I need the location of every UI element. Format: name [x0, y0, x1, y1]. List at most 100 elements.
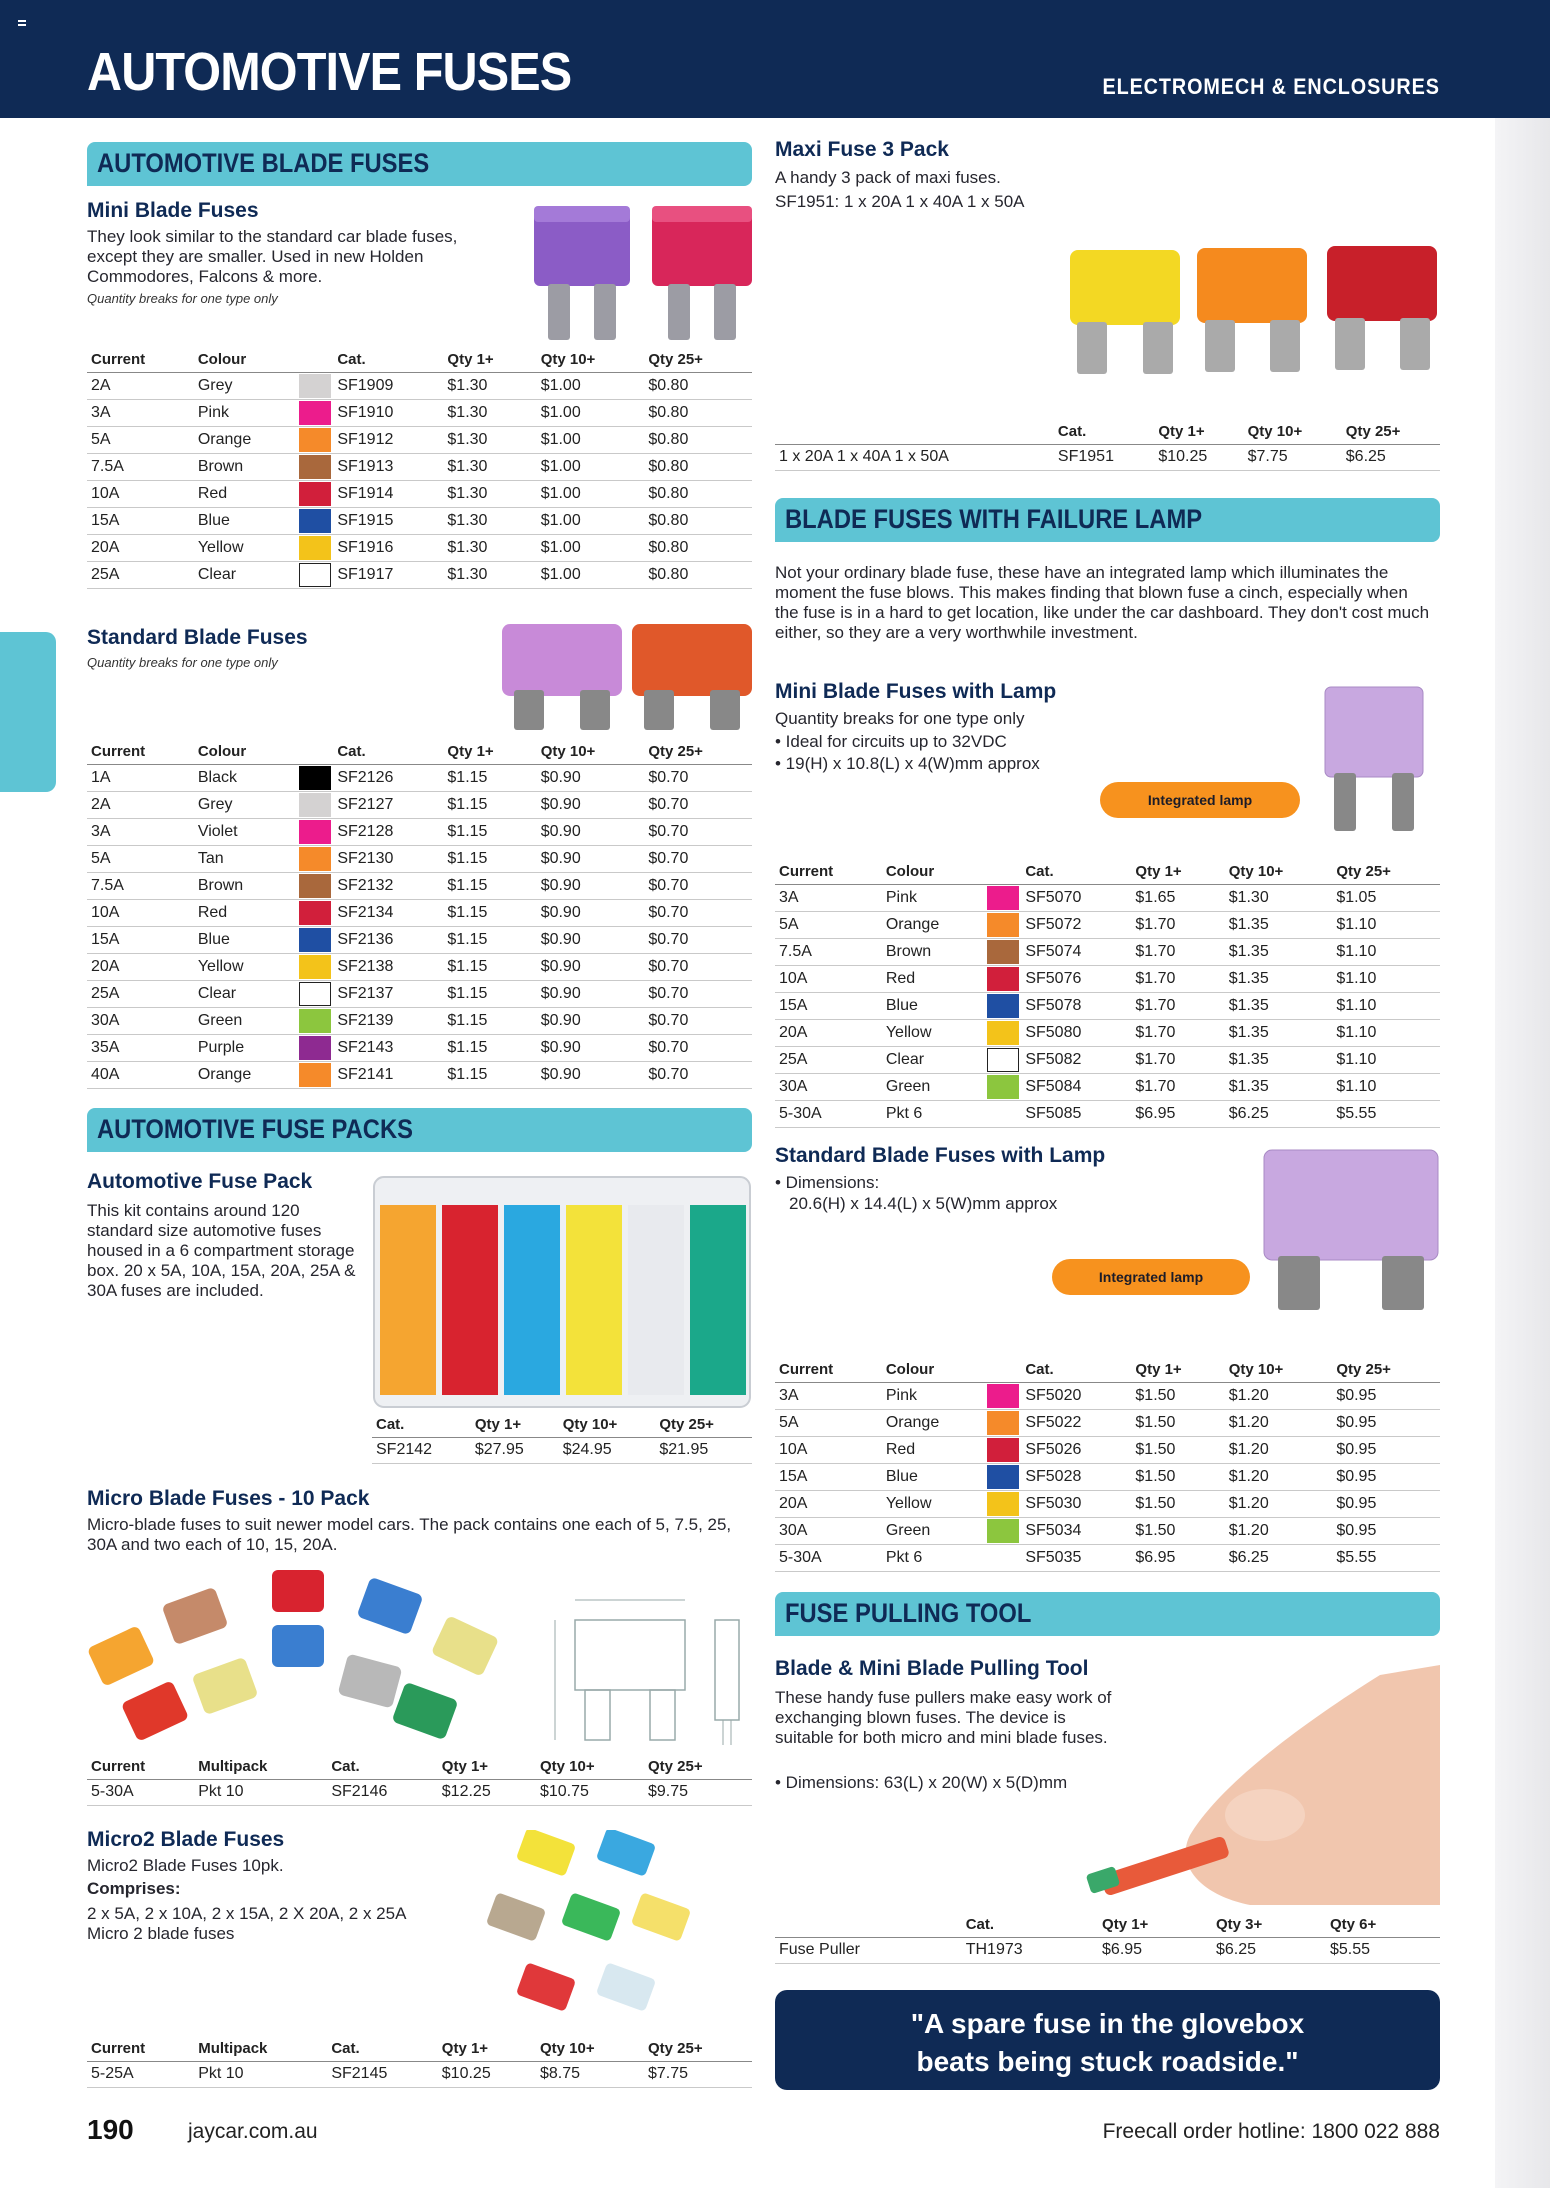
colour-swatch	[987, 1409, 1022, 1437]
table-cell: SF5030	[1021, 1490, 1132, 1518]
column-header: Qty 25+	[643, 1755, 752, 1780]
column-header: Qty 10+	[1243, 420, 1342, 445]
column-header: Qty 10+	[558, 1413, 656, 1438]
table-cell: Tan	[193, 845, 300, 873]
table-cell: 20A	[775, 1019, 882, 1047]
table-cell: $6.95	[1098, 1937, 1212, 1964]
colour-swatch	[299, 1007, 334, 1035]
table-cell: $0.90	[536, 1061, 645, 1089]
table-cell: $1.15	[443, 764, 537, 792]
table-cell: $0.90	[536, 872, 645, 900]
table-header-row: Current Multipack Cat. Qty 1+ Qty 10+ Qty 25+	[87, 2037, 752, 2062]
table-cell: SF5072	[1021, 911, 1132, 939]
fuse-pack-title: Automotive Fuse Pack	[87, 1170, 313, 1193]
colour-swatch	[299, 980, 334, 1008]
table-cell: Brown	[193, 872, 300, 900]
table-cell: SF1916	[333, 534, 444, 562]
table-cell: Orange	[193, 1061, 300, 1089]
colour-swatch	[987, 1100, 1022, 1128]
micro-fuses-image	[88, 1570, 498, 1740]
micro2-table: Current Multipack Cat. Qty 1+ Qty 10+ Qty 25+…	[87, 2037, 752, 2088]
standard-lamp-fuse-image	[1263, 1149, 1439, 1310]
mini-blade-desc: They look similar to the standard car bl…	[87, 227, 458, 286]
table-cell: SF2142	[372, 1437, 471, 1464]
maxi-table: Cat. Qty 1+ Qty 10+ Qty 25+ 1 x 20A 1 x 40A …	[775, 420, 1440, 471]
table-cell: 7.5A	[87, 453, 194, 481]
table-cell: $5.55	[1325, 1937, 1440, 1964]
column-header: Current	[87, 740, 194, 765]
table-row: 15A Blue SF1915 $1.30 $1.00 $0.80	[87, 507, 752, 535]
table-cell: 2A	[87, 372, 194, 400]
table-row: 10A Red SF5076 $1.70 $1.35 $1.10	[775, 965, 1440, 993]
table-cell: $1.30	[443, 426, 537, 454]
table-cell: $1.30	[443, 561, 537, 589]
integrated-lamp-badge: Integrated lamp	[1052, 1259, 1250, 1295]
menu-icon[interactable]	[18, 20, 26, 26]
table-cell: $0.90	[536, 791, 645, 819]
micro-blade-title: Micro Blade Fuses - 10 Pack	[87, 1487, 370, 1510]
table-cell: 5A	[775, 911, 882, 939]
table-cell: $1.15	[443, 953, 537, 981]
table-cell: $0.90	[536, 764, 645, 792]
table-row: 25A Clear SF5082 $1.70 $1.35 $1.10	[775, 1046, 1440, 1074]
column-header	[299, 348, 334, 373]
table-cell: Violet	[193, 818, 300, 846]
table-cell: $1.30	[1224, 884, 1333, 912]
table-row: SF2142 $27.95 $24.95 $21.95	[372, 1437, 752, 1464]
colour-swatch	[299, 507, 334, 535]
page-title: AUTOMOTIVE FUSES	[87, 42, 572, 102]
table-cell: $5.55	[1332, 1100, 1440, 1128]
table-cell: 10A	[87, 480, 194, 508]
column-header	[987, 860, 1022, 885]
table-cell: Red	[193, 899, 300, 927]
table-row: 10A Red SF2134 $1.15 $0.90 $0.70	[87, 899, 752, 927]
table-cell: $1.70	[1131, 911, 1225, 939]
table-cell: Pink	[881, 884, 988, 912]
table-cell: SF5028	[1021, 1463, 1132, 1491]
table-cell: Pkt 10	[194, 1779, 328, 1806]
table-cell: $1.20	[1224, 1382, 1333, 1410]
fuse-pack-desc: This kit contains around 120 standard si…	[87, 1201, 356, 1300]
column-header: Qty 1+	[437, 1755, 536, 1780]
table-cell: $0.70	[644, 899, 752, 927]
table-cell: $7.75	[643, 2061, 752, 2088]
table-cell: Clear	[193, 980, 300, 1008]
table-cell: Pkt 6	[881, 1544, 988, 1572]
table-cell: $10.25	[1154, 444, 1244, 471]
column-header: Colour	[881, 1358, 988, 1383]
table-row: 1A Black SF2126 $1.15 $0.90 $0.70	[87, 764, 752, 792]
table-cell: $0.80	[644, 453, 752, 481]
column-header: Qty 1+	[470, 1413, 559, 1438]
table-row: 2A Grey SF1909 $1.30 $1.00 $0.80	[87, 372, 752, 400]
table-cell: $0.70	[644, 872, 752, 900]
column-header: Colour	[193, 348, 300, 373]
table-cell: 3A	[775, 884, 882, 912]
website-link[interactable]: jaycar.com.au	[188, 2120, 318, 2143]
table-cell: $0.70	[644, 1061, 752, 1089]
colour-swatch	[299, 791, 334, 819]
quote-line-1: "A spare fuse in the glovebox	[910, 2008, 1305, 2039]
table-cell: Fuse Puller	[775, 1937, 962, 1964]
page-edge-shade	[1495, 118, 1550, 2188]
table-cell: $0.90	[536, 980, 645, 1008]
colour-swatch	[987, 1517, 1022, 1545]
column-header: Cat.	[327, 2037, 438, 2062]
colour-swatch	[987, 1436, 1022, 1464]
column-header: Qty 25+	[644, 740, 752, 765]
table-cell: Clear	[193, 561, 300, 589]
table-cell: Pkt 10	[194, 2061, 328, 2088]
table-cell: TH1973	[961, 1937, 1099, 1964]
table-cell: SF5035	[1021, 1544, 1132, 1572]
table-cell: $1.15	[443, 926, 537, 954]
table-cell: SF5084	[1021, 1073, 1132, 1101]
fuse-pack-box-image	[373, 1176, 751, 1408]
table-cell: 25A	[775, 1046, 882, 1074]
table-cell: $6.25	[1224, 1544, 1333, 1572]
table-cell: $1.10	[1332, 965, 1440, 993]
mini-fuse-image	[534, 206, 752, 340]
table-header-row: Current Colour Cat. Qty 1+ Qty 10+ Qty 25+	[87, 348, 752, 373]
puller-table: Cat. Qty 1+ Qty 3+ Qty 6+ Fuse Puller TH1973 $…	[775, 1913, 1440, 1964]
table-row: 20A Yellow SF5080 $1.70 $1.35 $1.10	[775, 1019, 1440, 1047]
table-cell: 25A	[87, 561, 194, 589]
table-cell: $12.25	[437, 1779, 536, 1806]
